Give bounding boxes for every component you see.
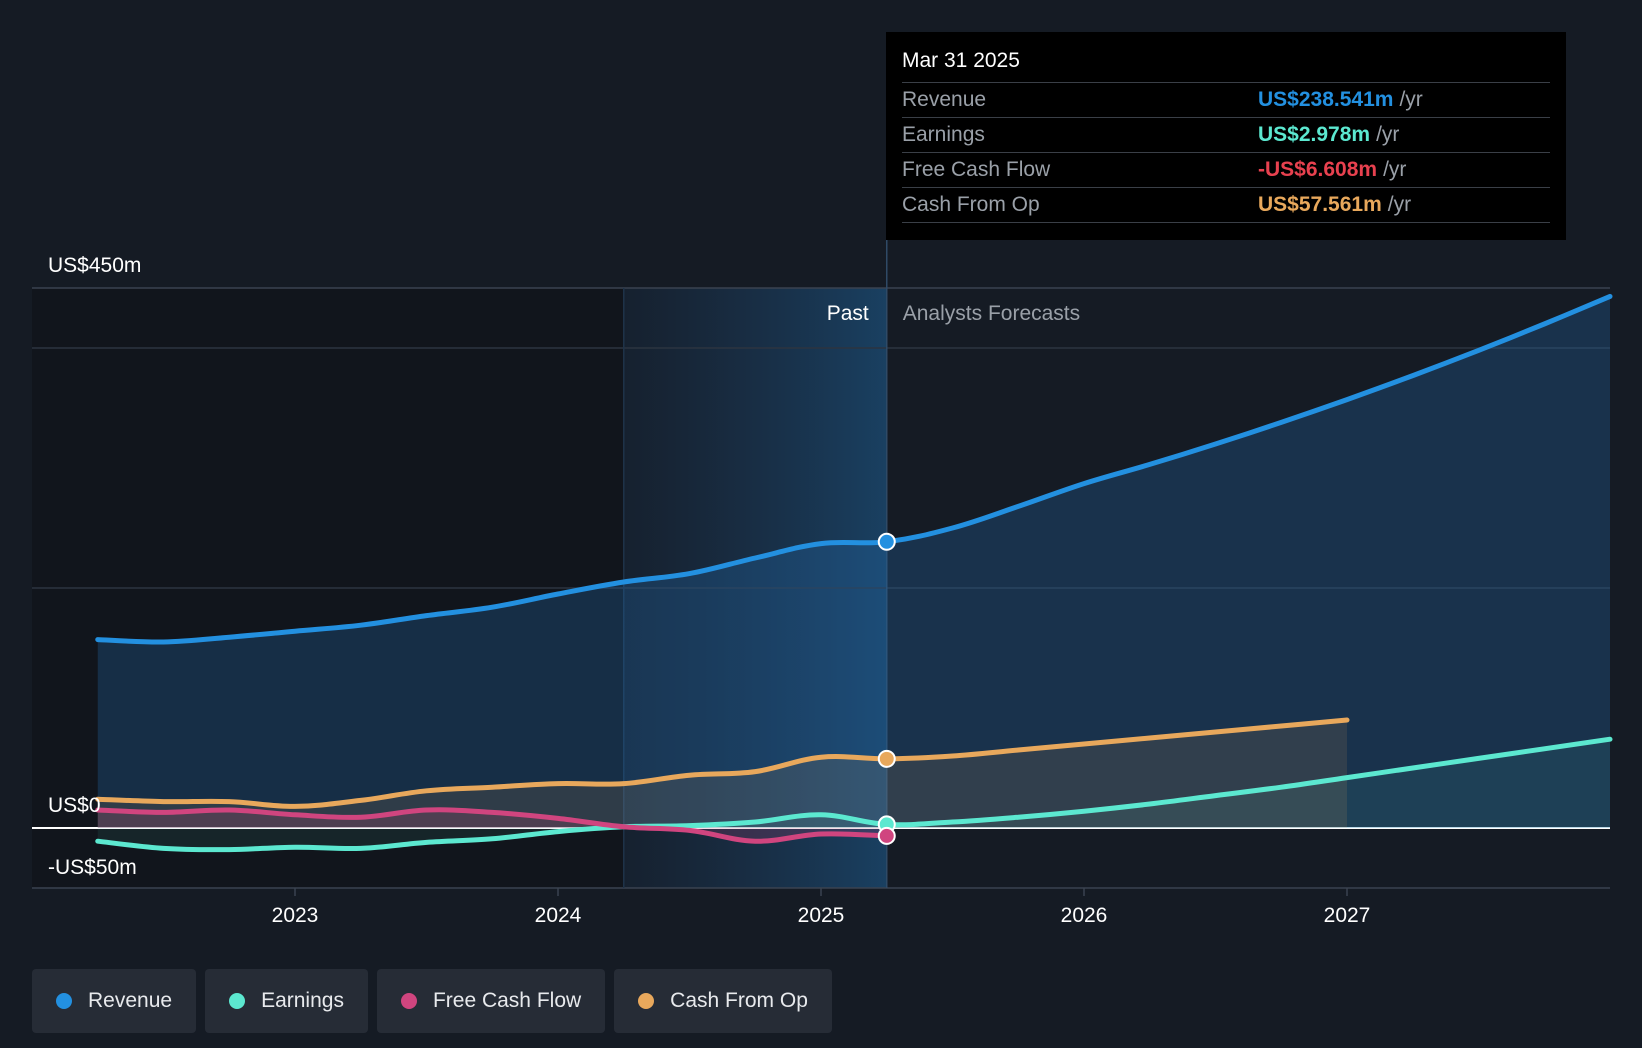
x-tick-label: 2025 (798, 904, 845, 927)
legend-item-cash-from-op[interactable]: Cash From Op (614, 969, 832, 1033)
tooltip-unit: /yr (1383, 158, 1407, 181)
tooltip: Mar 31 2025 Revenue US$238.541m /yr Earn… (886, 32, 1566, 240)
y-tick-label: US$0 (48, 794, 101, 817)
marker-cash-from-op (877, 749, 896, 768)
tooltip-label: Revenue (902, 88, 987, 111)
marker-revenue (877, 532, 896, 551)
x-tick-label: 2024 (535, 904, 582, 927)
tooltip-unit: /yr (1399, 88, 1423, 111)
tooltip-value: US$238.541m (1258, 88, 1394, 111)
tooltip-row-cash-from-op: Cash From Op US$57.561m /yr (902, 187, 1550, 223)
tooltip-unit: /yr (1376, 123, 1400, 146)
x-tick-label: 2026 (1061, 904, 1108, 927)
tooltip-label: Cash From Op (902, 193, 1040, 216)
x-tick-label: 2027 (1324, 904, 1371, 927)
area-earnings (97, 739, 1610, 850)
legend-item-revenue[interactable]: Revenue (32, 969, 197, 1033)
area-free-cash-flow (97, 809, 887, 842)
legend-label: Cash From Op (670, 989, 808, 1012)
tooltip-row-free-cash-flow: Free Cash Flow -US$6.608m /yr (902, 152, 1550, 187)
tooltip-value: US$57.561m (1258, 193, 1382, 216)
forecast-label: Analysts Forecasts (903, 302, 1080, 325)
legend-item-free-cash-flow[interactable]: Free Cash Flow (376, 969, 606, 1033)
tooltip-value: US$2.978m (1258, 123, 1371, 146)
series-markers (877, 532, 896, 845)
tooltip-date: Mar 31 2025 (902, 49, 1020, 72)
marker-free-cash-flow (877, 826, 896, 845)
line-earnings (95, 736, 1613, 853)
line-revenue (95, 293, 1613, 645)
legend-dot-icon (400, 993, 417, 1009)
past-label: Past (827, 302, 869, 325)
series-lines (95, 293, 1613, 853)
legend-item-earnings[interactable]: Earnings (205, 969, 368, 1033)
tooltip-label: Free Cash Flow (902, 158, 1051, 181)
legend-dot-icon (638, 993, 655, 1009)
axis-labels: US$450m US$0 -US$50m 2023 2024 2025 2026 2027 Pa… (48, 254, 1370, 927)
legend-dot-icon (56, 993, 72, 1009)
legend-label: Free Cash Flow (432, 989, 582, 1012)
line-cash-from-op (95, 717, 1350, 809)
line-free-cash-flow (95, 807, 890, 844)
legend-dot-icon (229, 993, 246, 1009)
legend: Revenue Earnings Free Cash Flow Cash Fro… (32, 969, 832, 1033)
tooltip-unit: /yr (1387, 193, 1412, 216)
tooltip-label: Earnings (902, 123, 985, 146)
tooltip-row-earnings: Earnings US$2.978m /yr (902, 117, 1550, 152)
tooltip-value: -US$6.608m (1258, 158, 1378, 181)
legend-label: Earnings (261, 989, 344, 1012)
y-tick-label: US$450m (48, 254, 141, 277)
x-tick-label: 2023 (272, 904, 319, 927)
y-tick-label: -US$50m (48, 856, 137, 879)
area-revenue (97, 296, 1610, 828)
tooltip-row-revenue: Revenue US$238.541m /yr (902, 82, 1550, 117)
legend-label: Revenue (88, 989, 173, 1012)
